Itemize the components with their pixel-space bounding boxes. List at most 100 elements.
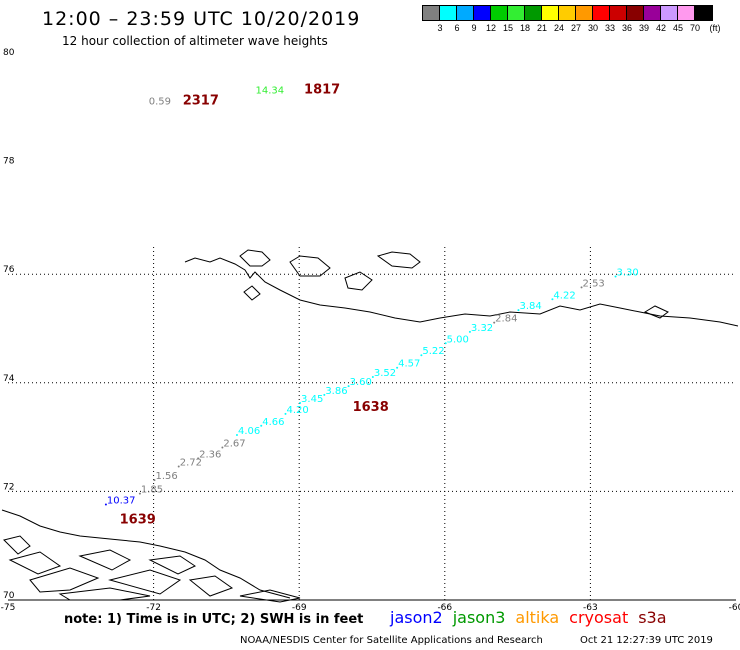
- swh-point-marker: [347, 385, 350, 388]
- swh-point-marker: [444, 342, 447, 345]
- swh-point-marker: [396, 366, 399, 369]
- colorbar-tick-label: 18: [519, 23, 531, 33]
- lon-tick-label: -69: [292, 603, 307, 613]
- colorbar-swatch-9: [576, 6, 593, 20]
- colorbar-swatch-7: [542, 6, 559, 20]
- colorbar-swatch-6: [525, 6, 542, 20]
- colorbar-swatch-2: [457, 6, 474, 20]
- colorbar-swatch-15: [678, 6, 695, 20]
- colorbar-swatch-1: [440, 6, 457, 20]
- swh-point-marker: [221, 446, 224, 449]
- swh-value-label: 3.60: [350, 377, 372, 388]
- lon-tick-label: -72: [146, 603, 161, 613]
- lat-tick-label: 72: [3, 482, 14, 492]
- colorbar-swatch-12: [627, 6, 644, 20]
- colorbar-swatch-0: [423, 6, 440, 20]
- swh-point-marker: [153, 479, 156, 482]
- satellite-legend-altika: altika: [515, 608, 560, 627]
- swh-value-label: 3.84: [519, 301, 541, 312]
- swh-point-marker: [468, 330, 471, 333]
- colorbar-tick-label: 30: [587, 23, 599, 33]
- swh-value-label: 3.32: [471, 323, 493, 334]
- swh-value-label: 2.72: [180, 458, 202, 469]
- lon-tick-label: -66: [437, 603, 452, 613]
- time-annotation: 1638: [353, 400, 389, 415]
- swh-value-label: 4.66: [262, 417, 284, 428]
- swh-value-label: 4.20: [286, 405, 308, 416]
- map-title: 12:00 – 23:59 UTC 10/20/2019: [42, 8, 361, 30]
- satellite-legend-cryosat: cryosat: [569, 608, 629, 627]
- colorbar-swatch-10: [593, 6, 610, 20]
- satellite-legend-jason2: jason2: [390, 608, 443, 627]
- swh-value-label: 3.30: [617, 267, 639, 278]
- lon-tick-label: -60: [729, 603, 740, 613]
- swh-annotation: 14.34: [256, 86, 285, 97]
- lon-tick-label: -63: [583, 603, 598, 613]
- swh-point-marker: [580, 286, 583, 289]
- colorbar-tick-labels: 3 6 9 12 15 18 21 24 27 30 33 36 39 42 45 70 (ft): [422, 21, 720, 33]
- colorbar-swatch-4: [491, 6, 508, 20]
- swh-value-label: 2.84: [495, 314, 517, 325]
- colorbar-swatch-11: [610, 6, 627, 20]
- colorbar-tick-label: 6: [454, 23, 460, 33]
- footer-note: note: 1) Time is in UTC; 2) SWH is in fe…: [64, 612, 364, 627]
- colorbar-tick-label: 33: [604, 23, 616, 33]
- colorbar-tick-label: 27: [570, 23, 582, 33]
- satellite-legend-jason3: jason3: [452, 608, 506, 627]
- generation-timestamp: Oct 21 12:27:39 UTC 2019: [580, 635, 713, 646]
- colorbar-tick-label: 21: [536, 23, 548, 33]
- swh-point-marker: [299, 402, 302, 405]
- satellite-legend: jason2 jason3 altika cryosat s3a: [390, 608, 667, 627]
- swh-value-label: 4.22: [553, 290, 575, 301]
- graticule: [8, 247, 736, 600]
- lat-tick-label: 70: [3, 591, 15, 601]
- coastline: [1, 249, 739, 603]
- swh-point-marker: [493, 321, 496, 324]
- swh-value-label: 3.45: [301, 394, 323, 405]
- colorbar-tick-label: 36: [621, 23, 633, 33]
- swh-point-marker: [260, 424, 263, 427]
- colorbar-tick-label: 15: [502, 23, 514, 33]
- colorbar-tick-label: 24: [553, 23, 565, 33]
- swh-value-label: 1.85: [141, 485, 163, 496]
- swh-value-label: 1.56: [155, 471, 177, 482]
- colorbar-swatch-3: [474, 6, 491, 20]
- credit-line: NOAA/NESDIS Center for Satellite Applica…: [240, 635, 543, 646]
- map-subtitle: 12 hour collection of altimeter wave hei…: [62, 34, 328, 48]
- satellite-legend-s3a: s3a: [638, 608, 667, 627]
- swh-point-marker: [371, 375, 374, 378]
- swh-point-marker: [284, 412, 287, 415]
- swh-point-marker: [235, 434, 238, 437]
- colorbar-tick-label: 42: [655, 23, 667, 33]
- lat-tick-label: 80: [3, 48, 15, 58]
- colorbar-swatch-14: [661, 6, 678, 20]
- time-annotation: 1639: [120, 513, 156, 528]
- swh-value-label: 4.57: [398, 359, 420, 370]
- time-annotation: 2317: [183, 93, 219, 108]
- swh-point-marker: [323, 393, 326, 396]
- swh-value-label: 2.53: [583, 278, 605, 289]
- colorbar-tick-label: 3: [437, 23, 443, 33]
- swh-point-marker: [104, 503, 107, 506]
- colorbar-unit: (ft): [709, 23, 721, 33]
- colorbar-swatch-5: [508, 6, 525, 20]
- colorbar-swatch-16: [695, 6, 712, 20]
- swh-value-label: 3.86: [325, 386, 347, 397]
- colorbar-swatch-13: [644, 6, 661, 20]
- colorbar-tick-label: 39: [638, 23, 650, 33]
- map-frame: -75 -72 -69 -66 -63 -60 80 78 76 74 72 70: [1, 48, 740, 613]
- swh-track-points: 10.37 1.85 1.562.722.362.67 4.064.664.203.4…: [104, 267, 639, 507]
- lon-tick-label: -75: [1, 603, 16, 613]
- swh-value-label: 3.52: [374, 368, 396, 379]
- colorbar-tick-label: 45: [672, 23, 684, 33]
- colorbar-swatches: [422, 5, 713, 21]
- swh-value-label: 4.06: [238, 426, 260, 437]
- swh-point-marker: [517, 309, 520, 312]
- lat-tick-label: 76: [3, 265, 15, 275]
- colorbar-swatch-8: [559, 6, 576, 20]
- swh-point-marker: [420, 354, 423, 357]
- lat-tick-label: 74: [3, 374, 15, 384]
- swh-point-marker: [551, 298, 554, 301]
- colorbar-tick-label: 70: [689, 23, 701, 33]
